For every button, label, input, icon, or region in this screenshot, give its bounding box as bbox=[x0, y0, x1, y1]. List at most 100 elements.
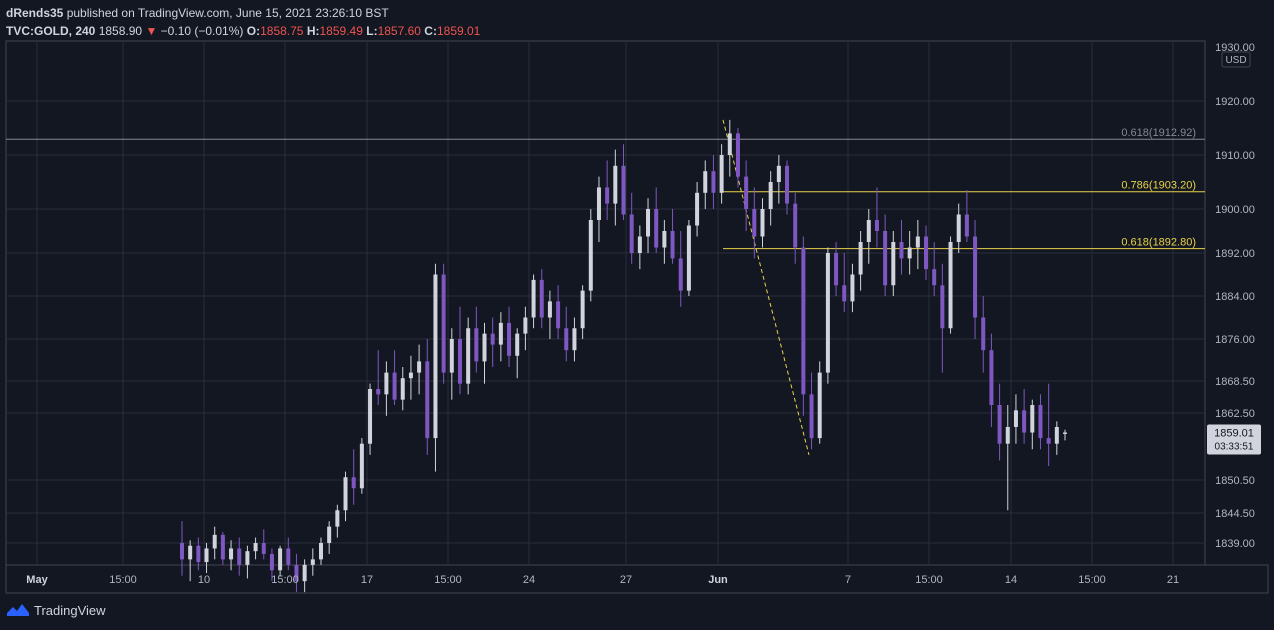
time-tick-label: 15:00 bbox=[271, 574, 299, 586]
candle-body bbox=[564, 328, 569, 351]
candle-body bbox=[744, 176, 749, 209]
candle-body bbox=[727, 133, 732, 155]
candle-body bbox=[686, 225, 691, 291]
candle-body bbox=[286, 548, 291, 565]
candle-body bbox=[940, 285, 945, 329]
price-tick-label: 1850.50 bbox=[1215, 475, 1255, 487]
candle-body bbox=[809, 394, 814, 439]
price-tick-label: 1839.00 bbox=[1215, 538, 1255, 550]
candle-body bbox=[588, 220, 593, 291]
price-tick-label: 1844.50 bbox=[1215, 508, 1255, 520]
down-arrow-icon: ▼ bbox=[145, 24, 158, 38]
time-axis-border bbox=[5, 564, 1269, 594]
candle-body bbox=[400, 378, 405, 400]
open-value: 1858.75 bbox=[260, 24, 304, 38]
candle-body bbox=[1063, 432, 1067, 434]
last-price-label: 1859.01 bbox=[1214, 427, 1254, 439]
candle-body bbox=[547, 301, 552, 318]
candle-body bbox=[858, 242, 863, 275]
candle-body bbox=[719, 155, 724, 193]
candle-body bbox=[817, 372, 822, 439]
candle-body bbox=[825, 253, 830, 373]
candle-body bbox=[294, 564, 299, 582]
time-tick-label: 10 bbox=[198, 574, 210, 586]
candle-body bbox=[776, 165, 781, 182]
candle-body bbox=[327, 526, 332, 543]
candle-body bbox=[883, 231, 888, 286]
candle-body bbox=[670, 231, 675, 259]
candle-body bbox=[834, 253, 839, 286]
candle-body bbox=[932, 269, 937, 286]
candle-body bbox=[989, 350, 994, 405]
footer-brand[interactable]: TradingView bbox=[34, 602, 106, 618]
candle-body bbox=[212, 534, 217, 549]
candle-body bbox=[515, 333, 520, 356]
plot-border bbox=[5, 40, 1206, 566]
close-label: C: bbox=[424, 24, 437, 38]
publish-line: dRends35 published on TradingView.com, J… bbox=[6, 4, 480, 22]
price-tick-label: 1910.00 bbox=[1215, 150, 1255, 162]
time-axis[interactable]: May 15:00 10 15:00 17 15:00 24 27 Jun 7 15:00 14 15:… bbox=[26, 574, 1179, 586]
candle-body bbox=[735, 133, 740, 177]
candle-body bbox=[490, 333, 495, 345]
candle-body bbox=[196, 545, 201, 563]
candle-body bbox=[556, 301, 561, 329]
candle-body bbox=[1013, 410, 1018, 427]
candle-body bbox=[180, 543, 184, 560]
time-tick-label: 15:00 bbox=[915, 574, 943, 586]
published-text: published on TradingView.com, June 15, 2… bbox=[66, 6, 389, 20]
candle-body bbox=[498, 322, 503, 345]
candle-body bbox=[768, 182, 773, 209]
price-tick-label: 1876.00 bbox=[1215, 334, 1255, 346]
tradingview-logo-icon bbox=[7, 604, 29, 616]
candle-body bbox=[376, 389, 381, 395]
price-tick-label: 1862.50 bbox=[1215, 408, 1255, 420]
dashed-trend-line bbox=[722, 119, 810, 455]
candle-body bbox=[457, 339, 462, 384]
price-change: −0.10 (−0.01%) bbox=[160, 24, 244, 38]
candle-body bbox=[204, 548, 209, 563]
candle-body bbox=[907, 247, 912, 259]
price-chart[interactable]: 0.618(1912.92) 0.786(1903.20) 0.618(1892.8… bbox=[0, 0, 1274, 595]
candle-body bbox=[793, 203, 798, 248]
time-tick-label: 15:00 bbox=[434, 574, 462, 586]
candle-body bbox=[408, 372, 413, 379]
symbol-label[interactable]: TVC:GOLD, 240 bbox=[6, 24, 96, 38]
time-tick-label: 21 bbox=[1167, 574, 1179, 586]
candle-body bbox=[449, 339, 454, 373]
time-tick-label: May bbox=[26, 574, 48, 586]
fib-label: 0.786(1903.20) bbox=[1121, 180, 1196, 192]
candle-body bbox=[425, 361, 430, 439]
candle-body bbox=[237, 548, 242, 565]
candle-body bbox=[956, 214, 961, 242]
candle-body bbox=[441, 274, 446, 373]
candle-body bbox=[1054, 426, 1059, 444]
candle-body bbox=[523, 317, 528, 334]
time-tick-label: 15:00 bbox=[109, 574, 137, 586]
candle-body bbox=[899, 242, 904, 259]
candle-body bbox=[760, 209, 765, 237]
candle-body bbox=[964, 214, 969, 237]
candle-body bbox=[605, 187, 610, 204]
candle-body bbox=[842, 285, 847, 302]
candle-body bbox=[866, 220, 871, 242]
candle-body bbox=[531, 279, 536, 318]
price-axis[interactable]: 1930.00 1920.00 1910.00 1900.00 1892.00 1884.… bbox=[1207, 42, 1261, 550]
candle-body bbox=[752, 209, 757, 237]
candles bbox=[180, 119, 1067, 593]
high-label: H: bbox=[306, 24, 320, 38]
candle-body bbox=[335, 510, 340, 527]
candle-body bbox=[662, 231, 667, 248]
candle-body bbox=[924, 236, 929, 270]
chart-grid bbox=[5, 40, 1269, 594]
candle-body bbox=[703, 171, 708, 193]
publisher-name[interactable]: dRends35 bbox=[6, 6, 64, 20]
candle-body bbox=[417, 361, 422, 373]
candle-body bbox=[621, 165, 626, 215]
candle-body bbox=[997, 405, 1002, 444]
candle-body bbox=[539, 279, 544, 318]
open-label: O: bbox=[246, 24, 261, 38]
footer: TradingView bbox=[6, 601, 106, 619]
candle-body bbox=[711, 171, 716, 193]
candle-body bbox=[637, 236, 642, 253]
